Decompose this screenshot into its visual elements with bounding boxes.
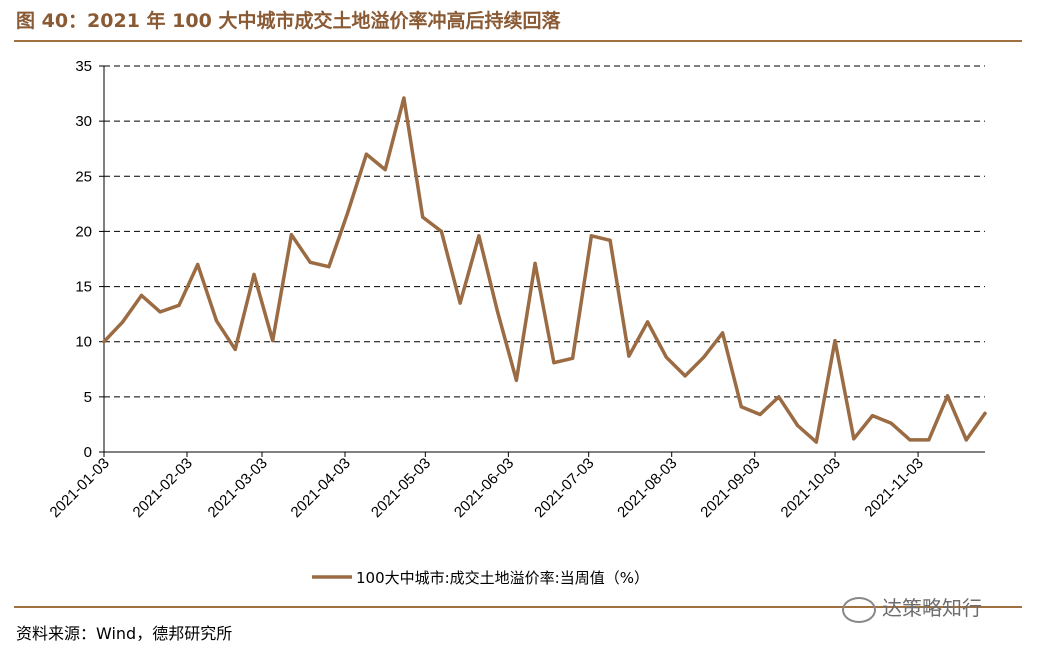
data-point <box>514 378 518 382</box>
data-point <box>964 438 968 442</box>
data-point <box>439 229 444 234</box>
y-tick-label: 10 <box>75 334 92 351</box>
data-point <box>289 233 294 237</box>
data-point <box>383 168 387 172</box>
data-point <box>308 260 312 264</box>
x-tick-label: 2021-01-03 <box>47 455 113 521</box>
data-point <box>983 411 987 415</box>
source-note: 资料来源：Wind，德邦研究所 <box>16 624 233 643</box>
data-point <box>533 261 537 266</box>
x-tick-label: 2021-10-03 <box>778 455 844 521</box>
y-tick-label: 35 <box>75 58 92 75</box>
data-point <box>196 262 200 267</box>
data-point <box>833 339 837 343</box>
data-point <box>720 331 725 335</box>
data-point <box>327 265 331 269</box>
data-point <box>908 438 912 442</box>
y-tick-label: 15 <box>75 279 92 296</box>
data-point <box>889 421 893 425</box>
x-tick-label: 2021-11-03 <box>861 455 926 520</box>
data-point <box>271 339 275 343</box>
data-point <box>571 356 575 360</box>
data-point <box>702 355 706 359</box>
data-point <box>852 437 856 441</box>
data-point <box>627 354 631 358</box>
y-tick-label: 20 <box>75 223 92 240</box>
data-point <box>664 355 668 359</box>
x-tick-label: 2021-07-03 <box>531 455 597 521</box>
x-tick-label: 2021-05-03 <box>368 455 434 521</box>
data-point <box>589 234 593 238</box>
data-point <box>477 234 481 238</box>
y-tick-label: 0 <box>84 444 92 461</box>
data-point <box>739 405 743 409</box>
data-point <box>608 238 612 242</box>
y-tick-label: 25 <box>75 168 92 185</box>
data-point <box>252 272 256 277</box>
x-tick-label: 2021-04-03 <box>288 455 354 521</box>
x-tick-label: 2021-02-03 <box>130 455 196 521</box>
data-point <box>346 211 350 215</box>
footer-rule <box>14 606 1022 608</box>
data-point <box>945 394 950 398</box>
data-point <box>795 423 800 428</box>
x-tick-label: 2021-09-03 <box>697 455 763 521</box>
y-tick-label: 5 <box>84 389 92 406</box>
series-line <box>102 96 987 444</box>
data-point <box>645 320 650 324</box>
data-point <box>364 152 369 156</box>
data-point <box>496 310 500 314</box>
data-point <box>214 319 219 323</box>
x-tick-label: 2021-06-03 <box>451 455 517 521</box>
legend-label: 100大中城市:成交土地溢价率:当周值（%） <box>356 569 649 587</box>
data-point <box>458 301 462 305</box>
watermark: 达策略知行 <box>842 592 982 623</box>
data-point <box>177 303 181 307</box>
data-point <box>102 340 106 344</box>
chart-title: 图 40：2021 年 100 大中城市成交土地溢价率冲高后持续回落 <box>16 10 561 32</box>
data-point <box>552 361 556 365</box>
x-tick-label: 2021-08-03 <box>614 455 680 521</box>
data-point <box>402 96 406 100</box>
wechat-icon <box>842 596 876 623</box>
x-tick-label: 2021-03-03 <box>205 455 271 521</box>
data-point <box>233 347 237 352</box>
watermark-text: 达策略知行 <box>882 596 982 620</box>
data-point <box>683 374 687 378</box>
data-point <box>139 293 144 297</box>
title-rule <box>14 40 1022 42</box>
data-point <box>158 310 162 314</box>
y-tick-label: 30 <box>75 113 92 130</box>
data-point <box>814 440 818 444</box>
data-point <box>421 215 425 219</box>
data-point <box>927 438 931 442</box>
data-point <box>777 395 781 399</box>
data-point <box>121 320 125 324</box>
data-point <box>870 414 875 418</box>
data-point <box>758 412 762 417</box>
